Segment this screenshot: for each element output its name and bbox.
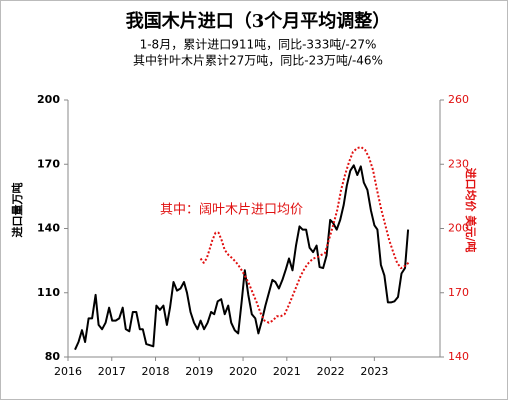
x-tick-label: 2020 [229,365,257,378]
series-line [199,146,410,324]
y-tick-label: 170 [37,157,60,170]
series-line [74,164,410,351]
x-tick-label: 2019 [185,365,213,378]
x-tick-label: 2023 [360,365,388,378]
y-axis-label: 进口量万吨 [10,183,24,238]
x-tick-label: 2021 [273,365,301,378]
y-tick-label: 110 [37,286,60,299]
y2-tick-label: 230 [448,157,469,170]
y2-axis-label: 进口均价 美元/吨 [464,168,478,253]
subtitle: 1-8月，累计进口911吨，同比-333吨/-27% [140,38,377,52]
y2-tick-label: 170 [448,286,469,299]
y2-tick-label: 260 [448,93,469,106]
annotation: 其中：阔叶木片进口均价 [160,203,303,218]
y-tick-label: 80 [45,350,61,363]
y2-tick-label: 140 [448,350,469,363]
y-tick-label: 140 [37,222,60,235]
x-tick-label: 2017 [98,365,126,378]
x-tick-label: 2018 [142,365,170,378]
subtitle: 其中针叶木片累计27万吨，同比-23万吨/-46% [133,53,383,68]
y2-tick-label: 200 [448,222,469,235]
x-tick-label: 2016 [54,365,82,378]
x-tick-label: 2022 [317,365,345,378]
chart-title: 我国木片进口（3个月平均调整） [126,10,391,32]
y-tick-label: 200 [37,93,60,106]
